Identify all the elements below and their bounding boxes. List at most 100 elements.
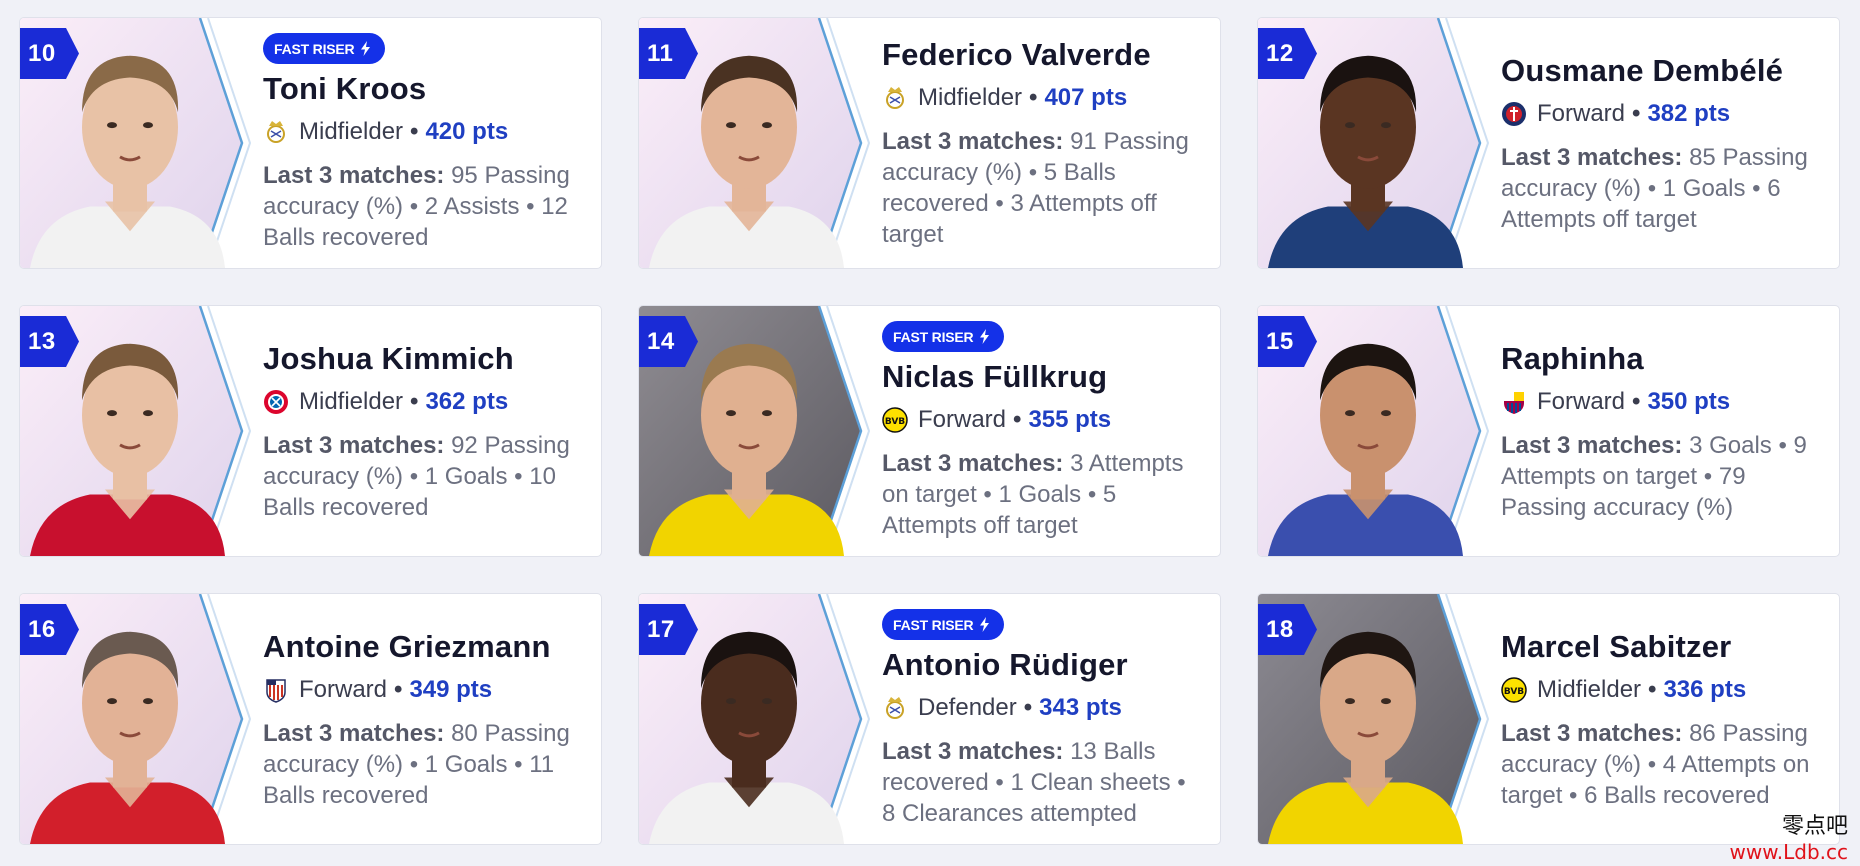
separator-dot: •	[1632, 387, 1641, 415]
player-card[interactable]: 17 FAST RISER Antonio Rüdiger Defender • 343 …	[638, 593, 1221, 845]
player-points: 420 pts	[425, 118, 509, 145]
player-name[interactable]: Antoine Griezmann	[263, 628, 551, 664]
psg-crest-icon	[1501, 101, 1527, 127]
player-name[interactable]: Niclas Füllkrug	[882, 359, 1108, 394]
separator-dot: •	[1023, 694, 1033, 721]
player-position: Defender	[918, 694, 1017, 721]
player-info: Raphinha Forward • 350 pts Last 3 matches: 3…	[1501, 306, 1821, 556]
separator-dot: •	[394, 675, 403, 703]
watermark-chinese: 零点吧	[1781, 814, 1848, 839]
player-info: FAST RISER Niclas Füllkrug BVB Forward • 355 …	[882, 306, 1202, 556]
stats-label: Last 3 matches:	[263, 431, 445, 459]
player-card[interactable]: 15 Raphinha Forward • 350 pts Last 3 matches:…	[1257, 305, 1840, 557]
stats-values: 3 Goals • 9 Attempts on target • 79 Pass…	[1501, 431, 1807, 521]
real-madrid-crest-icon	[263, 119, 289, 145]
player-meta: Forward • 349 pts	[263, 675, 583, 705]
player-meta: Midfielder • 362 pts	[263, 387, 583, 417]
player-photo	[20, 306, 260, 556]
player-points: 382 pts	[1647, 99, 1731, 127]
player-photo	[1258, 594, 1498, 844]
separator-dot: •	[1029, 84, 1038, 111]
player-info: Joshua Kimmich Midfielder • 362 pts Last 3 m…	[263, 306, 583, 556]
real-madrid-crest-icon	[882, 85, 908, 111]
player-card[interactable]: 13 Joshua Kimmich Midfielder • 362 pts Last 3…	[19, 305, 602, 557]
player-card[interactable]: 14 FAST RISER Niclas Füllkrug BVB Forward • 35…	[638, 305, 1221, 557]
player-points: 362 pts	[425, 387, 509, 415]
stats-label: Last 3 matches:	[882, 450, 1064, 477]
player-meta: BVB Midfielder • 336 pts	[1501, 675, 1821, 705]
player-points: 350 pts	[1647, 387, 1731, 415]
stats-label: Last 3 matches:	[882, 738, 1064, 765]
player-position: Midfielder	[299, 387, 404, 415]
stats-label: Last 3 matches:	[882, 128, 1064, 155]
separator-dot: •	[410, 118, 419, 145]
stats-values: 95 Passing accuracy (%) • 2 Assists • 12…	[263, 162, 570, 251]
recent-stats: Last 3 matches: 95 Passing accuracy (%) …	[263, 160, 583, 253]
player-meta: Midfielder • 420 pts	[263, 117, 583, 147]
player-card[interactable]: 12 Ousmane Dembélé Forward • 382 pts Last 3 m…	[1257, 17, 1840, 269]
bayern-crest-icon	[263, 389, 289, 415]
player-name[interactable]: Antonio Rüdiger	[882, 647, 1128, 682]
player-position: Forward	[1537, 99, 1626, 127]
player-meta: Defender • 343 pts	[882, 693, 1202, 723]
player-position: Midfielder	[918, 84, 1023, 111]
player-card[interactable]: 10 FAST RISER Toni Kroos Midfielder • 420 pts…	[19, 17, 602, 269]
dortmund-crest-icon: BVB	[882, 407, 908, 433]
lightning-icon	[980, 329, 990, 344]
rank-badge: 11	[639, 28, 698, 79]
stats-label: Last 3 matches:	[263, 162, 445, 189]
player-photo	[20, 594, 260, 844]
player-name[interactable]: Ousmane Dembélé	[1501, 52, 1784, 88]
player-name[interactable]: Joshua Kimmich	[263, 340, 514, 376]
rank-badge: 16	[20, 604, 79, 655]
player-points: 343 pts	[1039, 694, 1122, 721]
stats-values: 3 Attempts on target • 1 Goals • 5 Attem…	[882, 450, 1184, 539]
player-meta: Forward • 350 pts	[1501, 387, 1821, 417]
player-position: Forward	[1537, 387, 1626, 415]
player-name[interactable]: Marcel Sabitzer	[1501, 628, 1732, 664]
player-points: 355 pts	[1028, 406, 1112, 433]
player-card[interactable]: 11 Federico Valverde Midfielder • 407 pts Las…	[638, 17, 1221, 269]
recent-stats: Last 3 matches: 13 Balls recovered • 1 C…	[882, 736, 1202, 829]
stats-values: 13 Balls recovered • 1 Clean sheets • 8 …	[882, 738, 1186, 827]
player-card[interactable]: 18 Marcel Sabitzer BVB Midfielder • 336 pts La…	[1257, 593, 1840, 845]
recent-stats: Last 3 matches: 92 Passing accuracy (%) …	[263, 430, 583, 523]
rank-badge: 15	[1258, 316, 1317, 367]
rank-badge: 14	[639, 316, 698, 367]
player-info: FAST RISER Antonio Rüdiger Defender • 343 pt…	[882, 594, 1202, 844]
player-position: Forward	[918, 406, 1007, 433]
recent-stats: Last 3 matches: 3 Goals • 9 Attempts on …	[1501, 430, 1821, 523]
player-card[interactable]: 16 Antoine Griezmann Forward • 349 pts Last 3…	[19, 593, 602, 845]
lightning-icon	[361, 41, 371, 56]
player-photo	[20, 18, 260, 268]
player-photo	[639, 594, 879, 844]
stats-values: 85 Passing accuracy (%) • 1 Goals • 6 At…	[1501, 143, 1808, 233]
rank-badge: 12	[1258, 28, 1317, 79]
player-meta: Midfielder • 407 pts	[882, 83, 1202, 113]
recent-stats: Last 3 matches: 91 Passing accuracy (%) …	[882, 126, 1202, 250]
player-meta: BVB Forward • 355 pts	[882, 405, 1202, 435]
real-madrid-crest-icon	[882, 695, 908, 721]
player-name[interactable]: Toni Kroos	[263, 71, 427, 106]
player-position: Midfielder	[299, 118, 404, 145]
fast-riser-label: FAST RISER	[893, 328, 974, 345]
player-info: Antoine Griezmann Forward • 349 pts Last 3 m…	[263, 594, 583, 844]
recent-stats: Last 3 matches: 86 Passing accuracy (%) …	[1501, 718, 1821, 811]
player-photo	[1258, 306, 1498, 556]
player-name[interactable]: Raphinha	[1501, 340, 1644, 376]
watermark: 零点吧 www.Ldb.cc	[1730, 814, 1848, 864]
player-points: 336 pts	[1663, 675, 1747, 703]
player-photo	[1258, 18, 1498, 268]
separator-dot: •	[410, 387, 419, 415]
player-photo	[639, 306, 879, 556]
fast-riser-label: FAST RISER	[274, 40, 355, 57]
player-ranking-grid: 10 FAST RISER Toni Kroos Midfielder • 420 pts…	[19, 17, 1840, 845]
player-info: Federico Valverde Midfielder • 407 pts Last …	[882, 18, 1202, 268]
watermark-url: www.Ldb.cc	[1729, 840, 1848, 864]
recent-stats: Last 3 matches: 85 Passing accuracy (%) …	[1501, 142, 1821, 235]
rank-badge: 18	[1258, 604, 1317, 655]
dortmund-crest-icon: BVB	[1501, 676, 1527, 703]
player-name[interactable]: Federico Valverde	[882, 37, 1151, 72]
separator-dot: •	[1648, 675, 1657, 703]
fast-riser-badge: FAST RISER	[263, 33, 386, 64]
